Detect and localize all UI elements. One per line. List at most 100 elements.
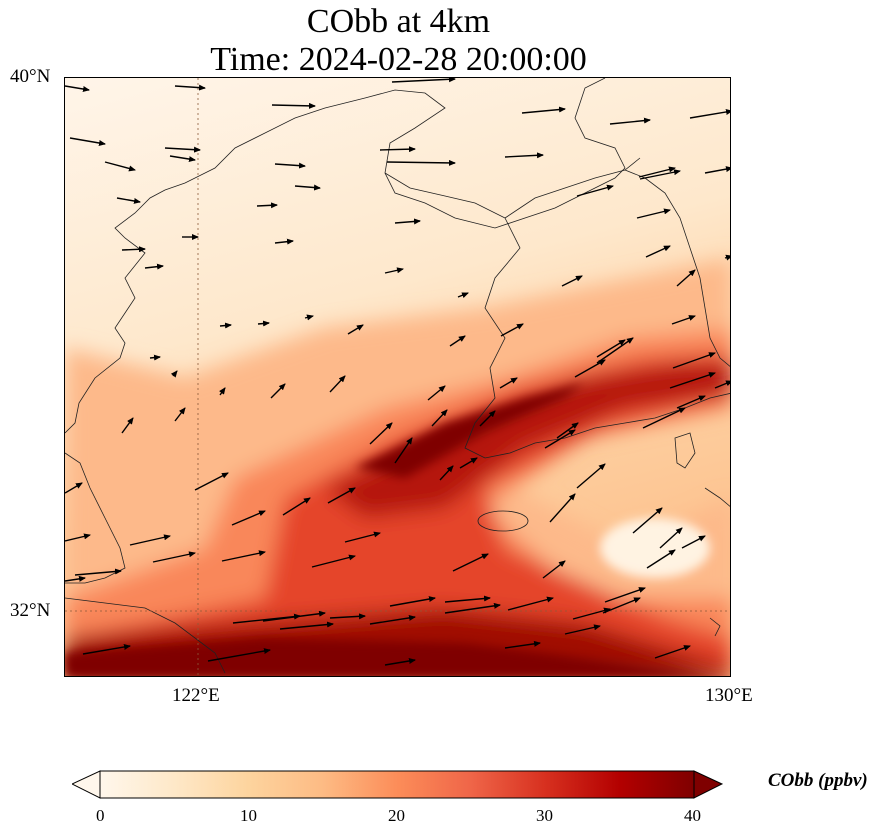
wind-arrow xyxy=(129,534,171,546)
wind-arrow xyxy=(642,407,686,429)
colorbar-svg xyxy=(70,770,724,799)
wind-arrow xyxy=(439,465,454,481)
wind-arrow xyxy=(574,359,606,378)
wind-arrow xyxy=(65,533,91,542)
coastline-kyushu xyxy=(704,487,730,507)
wind-arrow xyxy=(689,109,730,119)
wind-arrow xyxy=(221,550,266,562)
wind-arrow xyxy=(257,320,270,327)
wind-arrow xyxy=(379,146,416,153)
wind-arrow xyxy=(596,337,634,364)
wind-arrow xyxy=(174,407,186,422)
coastline-korea-west xyxy=(464,217,730,459)
wind-arrow xyxy=(676,395,706,409)
wind-arrow xyxy=(282,497,311,516)
wind-arrow xyxy=(369,422,393,445)
wind-arrow xyxy=(459,457,478,469)
wind-arrow xyxy=(65,575,86,582)
wind-arrow xyxy=(672,352,716,369)
wind-arrow xyxy=(542,560,566,579)
wind-arrow xyxy=(659,527,683,549)
wind-arrow xyxy=(256,202,278,209)
wind-arrow xyxy=(274,162,306,169)
wind-arrow xyxy=(645,245,671,258)
colorbar-tick-20: 20 xyxy=(388,806,405,825)
wind-arrow xyxy=(69,137,106,146)
colorbar-tick-40: 40 xyxy=(684,806,701,825)
wind-arrow xyxy=(279,621,334,630)
wind-arrow xyxy=(231,510,266,526)
wind-arrow xyxy=(174,84,206,91)
wind-arrow xyxy=(444,595,491,603)
wind-arrow xyxy=(384,267,404,274)
wind-arrow xyxy=(596,339,626,358)
wind-arrow xyxy=(391,78,456,83)
wind-arrow xyxy=(65,482,83,494)
wind-arrow xyxy=(384,658,416,666)
colorbar-tick-30: 30 xyxy=(536,806,553,825)
coastline-shandong xyxy=(384,172,506,219)
coastline-yangtze xyxy=(65,597,226,674)
wind-arrow xyxy=(169,155,196,163)
wind-arrow xyxy=(170,370,178,378)
wind-arrow xyxy=(304,314,314,321)
wind-arrow xyxy=(65,85,90,92)
wind-vectors xyxy=(65,78,730,666)
wind-arrow xyxy=(207,648,271,662)
wind-arrow xyxy=(499,377,518,389)
lon-label-130e: 130°E xyxy=(705,685,753,706)
wind-arrow xyxy=(636,208,671,219)
colorbar-tick-0: 0 xyxy=(96,806,105,825)
wind-arrow xyxy=(144,263,164,270)
wind-arrow xyxy=(271,102,316,109)
lat-label-40n: 40°N xyxy=(10,66,51,87)
wind-arrow xyxy=(576,184,614,197)
colorbar xyxy=(70,770,724,800)
wind-arrow xyxy=(654,645,691,659)
wind-arrow xyxy=(149,354,161,361)
wind-arrow xyxy=(219,322,232,329)
map-svg xyxy=(65,78,730,676)
wind-arrow xyxy=(121,246,146,253)
coastline-islands xyxy=(709,617,721,637)
wind-arrow xyxy=(639,169,681,180)
wind-arrow xyxy=(427,385,446,401)
wind-arrow xyxy=(669,372,716,389)
wind-arrow xyxy=(479,410,496,427)
map-title: CObb at 4km xyxy=(306,3,491,40)
wind-arrow xyxy=(681,535,706,549)
wind-arrow xyxy=(294,184,321,191)
map-subtitle-time: Time: 2024-02-28 20:00:00 xyxy=(210,41,587,78)
wind-arrow xyxy=(386,159,456,166)
wind-arrow xyxy=(219,387,226,396)
map-panel xyxy=(64,77,731,677)
wind-arrow xyxy=(327,487,356,504)
coastlines xyxy=(65,78,730,674)
wind-arrow xyxy=(329,613,366,620)
lon-label-122e: 122°E xyxy=(172,685,220,706)
wind-arrow xyxy=(638,166,676,178)
wind-arrow xyxy=(549,493,576,523)
colorbar-title: CObb (ppbv) xyxy=(768,770,868,791)
coastline-korea-east xyxy=(624,169,730,367)
wind-arrow xyxy=(521,106,566,114)
wind-arrow xyxy=(164,146,201,153)
wind-arrow xyxy=(556,422,579,439)
wind-arrow xyxy=(504,640,541,649)
wind-arrow xyxy=(394,218,421,225)
wind-arrow xyxy=(544,429,576,449)
colorbar-extend-high xyxy=(693,770,724,799)
wind-arrow xyxy=(104,161,136,172)
wind-arrow xyxy=(194,472,229,491)
wind-arrow xyxy=(274,238,294,245)
wind-arrow xyxy=(347,324,364,335)
colorbar-tick-10: 10 xyxy=(240,806,257,825)
coastline-jeju xyxy=(477,510,529,532)
wind-arrow xyxy=(504,152,544,159)
wind-arrow xyxy=(604,587,646,603)
coastline-jiangsu xyxy=(65,452,126,584)
wind-arrow xyxy=(262,610,326,622)
wind-arrow xyxy=(507,596,554,611)
wind-arrow xyxy=(671,315,696,325)
wind-arrow xyxy=(82,644,131,655)
